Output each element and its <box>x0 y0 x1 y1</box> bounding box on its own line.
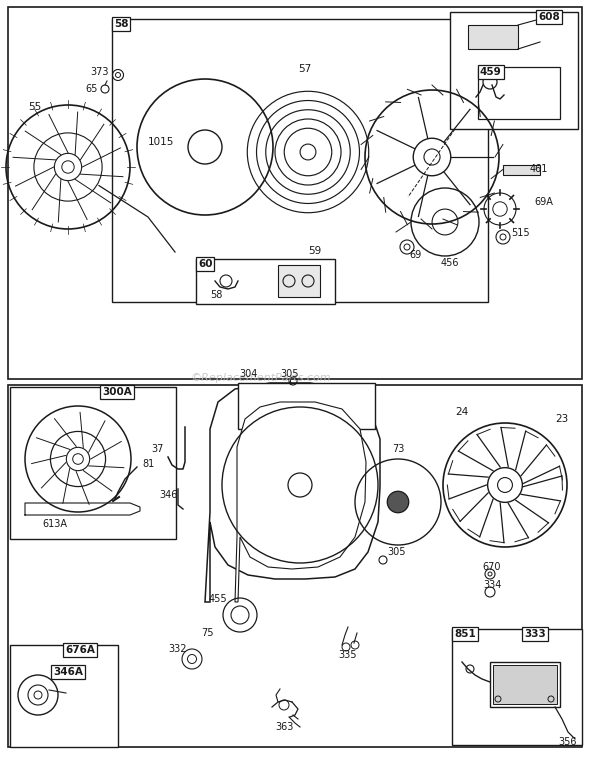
Polygon shape <box>493 665 557 704</box>
Text: 676A: 676A <box>65 645 95 655</box>
Polygon shape <box>10 387 176 539</box>
Polygon shape <box>10 645 118 747</box>
Text: 60: 60 <box>198 259 212 269</box>
Text: 65: 65 <box>86 84 98 94</box>
Text: 608: 608 <box>538 12 560 22</box>
Text: 346: 346 <box>159 490 177 500</box>
Text: 332: 332 <box>169 644 187 654</box>
Text: 75: 75 <box>201 628 213 638</box>
Text: 1015: 1015 <box>148 137 175 147</box>
Text: 363: 363 <box>276 722 294 732</box>
Polygon shape <box>196 259 335 304</box>
Text: 23: 23 <box>555 414 568 424</box>
Text: 333: 333 <box>524 629 546 639</box>
Text: 58: 58 <box>114 19 129 29</box>
Text: 300A: 300A <box>102 387 132 397</box>
Polygon shape <box>490 662 560 707</box>
Text: 356: 356 <box>559 737 577 747</box>
Text: 69A: 69A <box>534 197 553 207</box>
Polygon shape <box>450 12 578 129</box>
Polygon shape <box>8 7 582 379</box>
Polygon shape <box>235 402 366 602</box>
Text: 455: 455 <box>209 594 227 604</box>
Text: ©ReplacementParts.com: ©ReplacementParts.com <box>190 373 330 383</box>
Text: 81: 81 <box>142 459 154 469</box>
Polygon shape <box>468 25 518 49</box>
Text: 73: 73 <box>392 444 404 454</box>
Text: 670: 670 <box>483 562 501 572</box>
Text: 334: 334 <box>483 580 501 590</box>
Text: 58: 58 <box>210 290 222 300</box>
Text: 57: 57 <box>299 64 312 74</box>
Polygon shape <box>112 19 488 302</box>
Text: 456: 456 <box>441 258 459 268</box>
Text: 59: 59 <box>309 246 322 256</box>
Text: 55: 55 <box>28 102 42 112</box>
Polygon shape <box>205 383 380 602</box>
Polygon shape <box>452 629 582 745</box>
Text: 461: 461 <box>530 164 548 174</box>
Polygon shape <box>503 165 540 175</box>
Text: 305: 305 <box>281 369 299 379</box>
Text: 346A: 346A <box>53 667 83 677</box>
Polygon shape <box>478 67 560 119</box>
Text: 37: 37 <box>152 444 164 454</box>
Text: 373: 373 <box>91 67 109 77</box>
Circle shape <box>387 491 409 512</box>
Polygon shape <box>8 385 582 747</box>
Text: 305: 305 <box>387 547 405 557</box>
Text: 515: 515 <box>511 228 529 238</box>
Polygon shape <box>278 265 320 297</box>
Polygon shape <box>238 383 375 429</box>
Text: 459: 459 <box>480 67 502 77</box>
Text: 613A: 613A <box>42 519 67 529</box>
Text: 851: 851 <box>454 629 476 639</box>
Text: 335: 335 <box>339 650 358 660</box>
Text: 69: 69 <box>409 250 421 260</box>
Text: 304: 304 <box>239 369 257 379</box>
Text: 24: 24 <box>455 407 468 417</box>
